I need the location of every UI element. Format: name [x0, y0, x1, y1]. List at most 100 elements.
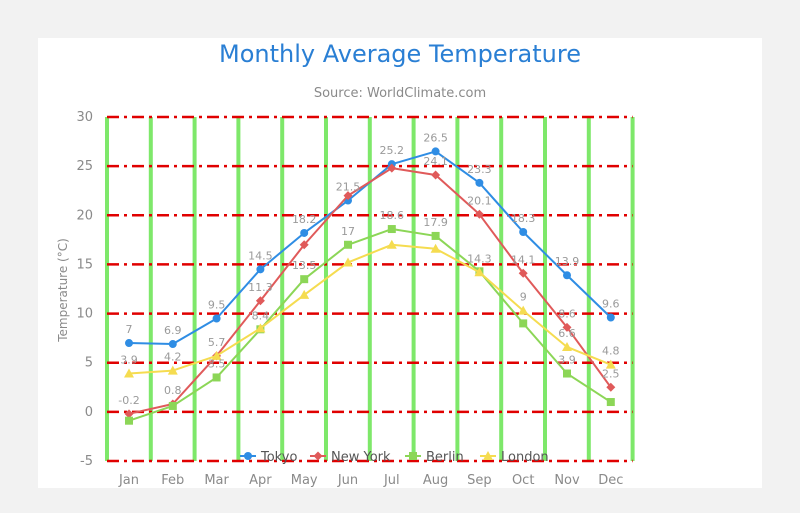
chart-title: Monthly Average Temperature [219, 40, 581, 68]
y-tick-label: -5 [80, 454, 93, 469]
data-point-new-york [343, 191, 353, 201]
data-point-london [605, 359, 616, 369]
data-label-berlin: 17 [341, 225, 355, 238]
legend[interactable]: Tokyo New York Berlin London [240, 450, 549, 465]
data-point-london [430, 243, 441, 253]
data-point-tokyo [606, 313, 615, 322]
data-point-berlin [606, 398, 615, 407]
legend-item-berlin[interactable]: Berlin [405, 450, 464, 465]
data-point-new-york [387, 163, 397, 173]
data-point-tokyo [519, 227, 528, 236]
y-tick-label: 5 [85, 356, 93, 371]
data-point-tokyo [431, 147, 440, 156]
data-label-berlin: 13.5 [292, 259, 317, 272]
x-tick-label: Feb [161, 473, 184, 488]
x-tick-label: May [291, 473, 318, 488]
data-point-tokyo [212, 314, 221, 323]
data-point-london [255, 323, 266, 333]
x-tick-label: Jun [337, 473, 358, 488]
data-point-berlin [344, 240, 352, 249]
data-label-tokyo: 9.5 [208, 298, 226, 311]
data-point-london [167, 365, 178, 375]
data-label-tokyo: 18.3 [511, 212, 536, 225]
data-label-berlin: 3.9 [558, 354, 576, 367]
data-point-berlin [431, 231, 440, 240]
data-label-new-york: 14.1 [511, 253, 536, 266]
data-point-new-york [518, 268, 528, 278]
series-line-berlin [128, 228, 612, 422]
x-tick-label: Apr [249, 473, 272, 488]
data-point-tokyo [475, 178, 484, 187]
data-label-berlin: 8.4 [252, 309, 270, 322]
data-label-tokyo: 7 [126, 323, 133, 336]
data-label-tokyo: 18.2 [292, 213, 317, 226]
data-point-berlin [168, 401, 177, 410]
data-point-new-york [431, 170, 441, 180]
x-tick-label: Jul [383, 473, 400, 488]
x-tick-label: Nov [554, 473, 580, 488]
series-london [124, 239, 616, 378]
data-point-new-york [255, 296, 265, 306]
data-point-tokyo [256, 265, 265, 274]
y-axis-ticks: -5 0 5 10 15 20 25 30 [76, 110, 93, 469]
y-tick-label: 15 [76, 257, 93, 272]
chart-subtitle: Source: WorldClimate.com [313, 86, 487, 101]
data-point-berlin [563, 369, 571, 378]
y-tick-label: 20 [76, 208, 93, 223]
data-point-new-york [562, 322, 572, 332]
data-point-tokyo [168, 340, 177, 349]
data-point-tokyo [125, 339, 133, 348]
data-point-london [518, 305, 529, 315]
x-tick-label: Jan [118, 473, 139, 488]
data-point-berlin [212, 373, 221, 382]
data-label-tokyo: 26.5 [423, 131, 448, 144]
data-label-tokyo: 9.6 [602, 298, 620, 311]
y-tick-label: 10 [76, 307, 93, 322]
data-label-new-york: 24.1 [423, 155, 448, 168]
data-point-berlin [519, 319, 528, 328]
legend-label: Tokyo [260, 450, 297, 465]
data-point-london [343, 257, 353, 267]
y-tick-label: 0 [85, 405, 93, 420]
vertical-gridlines [105, 117, 635, 461]
data-label-new-york: 2.5 [602, 367, 620, 380]
series-line-new-york [128, 167, 612, 415]
data-point-tokyo [300, 228, 309, 237]
legend-item-london[interactable]: London [480, 450, 549, 465]
data-point-london [474, 267, 485, 277]
x-axis-ticks: Jan Feb Mar Apr May Jun Jul Aug Sep Oct Nov Dec [118, 473, 623, 488]
legend-item-tokyo[interactable]: Tokyo [240, 450, 297, 465]
data-label-london: 14.3 [467, 252, 492, 265]
series-line-london [128, 243, 612, 375]
data-label-new-york: 8.6 [558, 307, 576, 320]
data-label-berlin: 17.9 [423, 216, 448, 229]
data-label-tokyo: 25.2 [380, 144, 405, 157]
legend-marker-icon [313, 451, 323, 461]
legend-label: London [501, 450, 549, 465]
data-label-tokyo: 13.9 [555, 255, 580, 268]
legend-label: New York [331, 450, 391, 465]
legend-marker-icon [244, 452, 252, 460]
legend-marker-icon [483, 451, 493, 460]
data-point-london [386, 239, 397, 249]
x-tick-label: Oct [512, 473, 534, 488]
data-label-new-york: 11.3 [248, 281, 273, 294]
data-point-london [562, 341, 572, 351]
data-label-tokyo: 14.5 [248, 249, 273, 262]
data-point-berlin [300, 275, 309, 284]
data-point-new-york [124, 409, 134, 419]
legend-label: Berlin [426, 450, 464, 465]
data-label-tokyo: 23.3 [467, 163, 492, 176]
data-label-london: 9 [520, 291, 527, 304]
data-label-new-york: 0.8 [164, 384, 182, 397]
x-tick-label: Aug [423, 473, 448, 488]
data-point-london [211, 350, 222, 360]
legend-item-new-york[interactable]: New York [310, 450, 391, 465]
data-label-berlin: 18.6 [380, 209, 405, 222]
data-point-berlin [125, 416, 133, 425]
data-label-berlin: 3.5 [208, 357, 226, 370]
data-label-tokyo: 21.5 [336, 181, 361, 194]
data-label-london: 4.8 [602, 345, 620, 358]
data-label-london: 5.7 [208, 336, 226, 349]
